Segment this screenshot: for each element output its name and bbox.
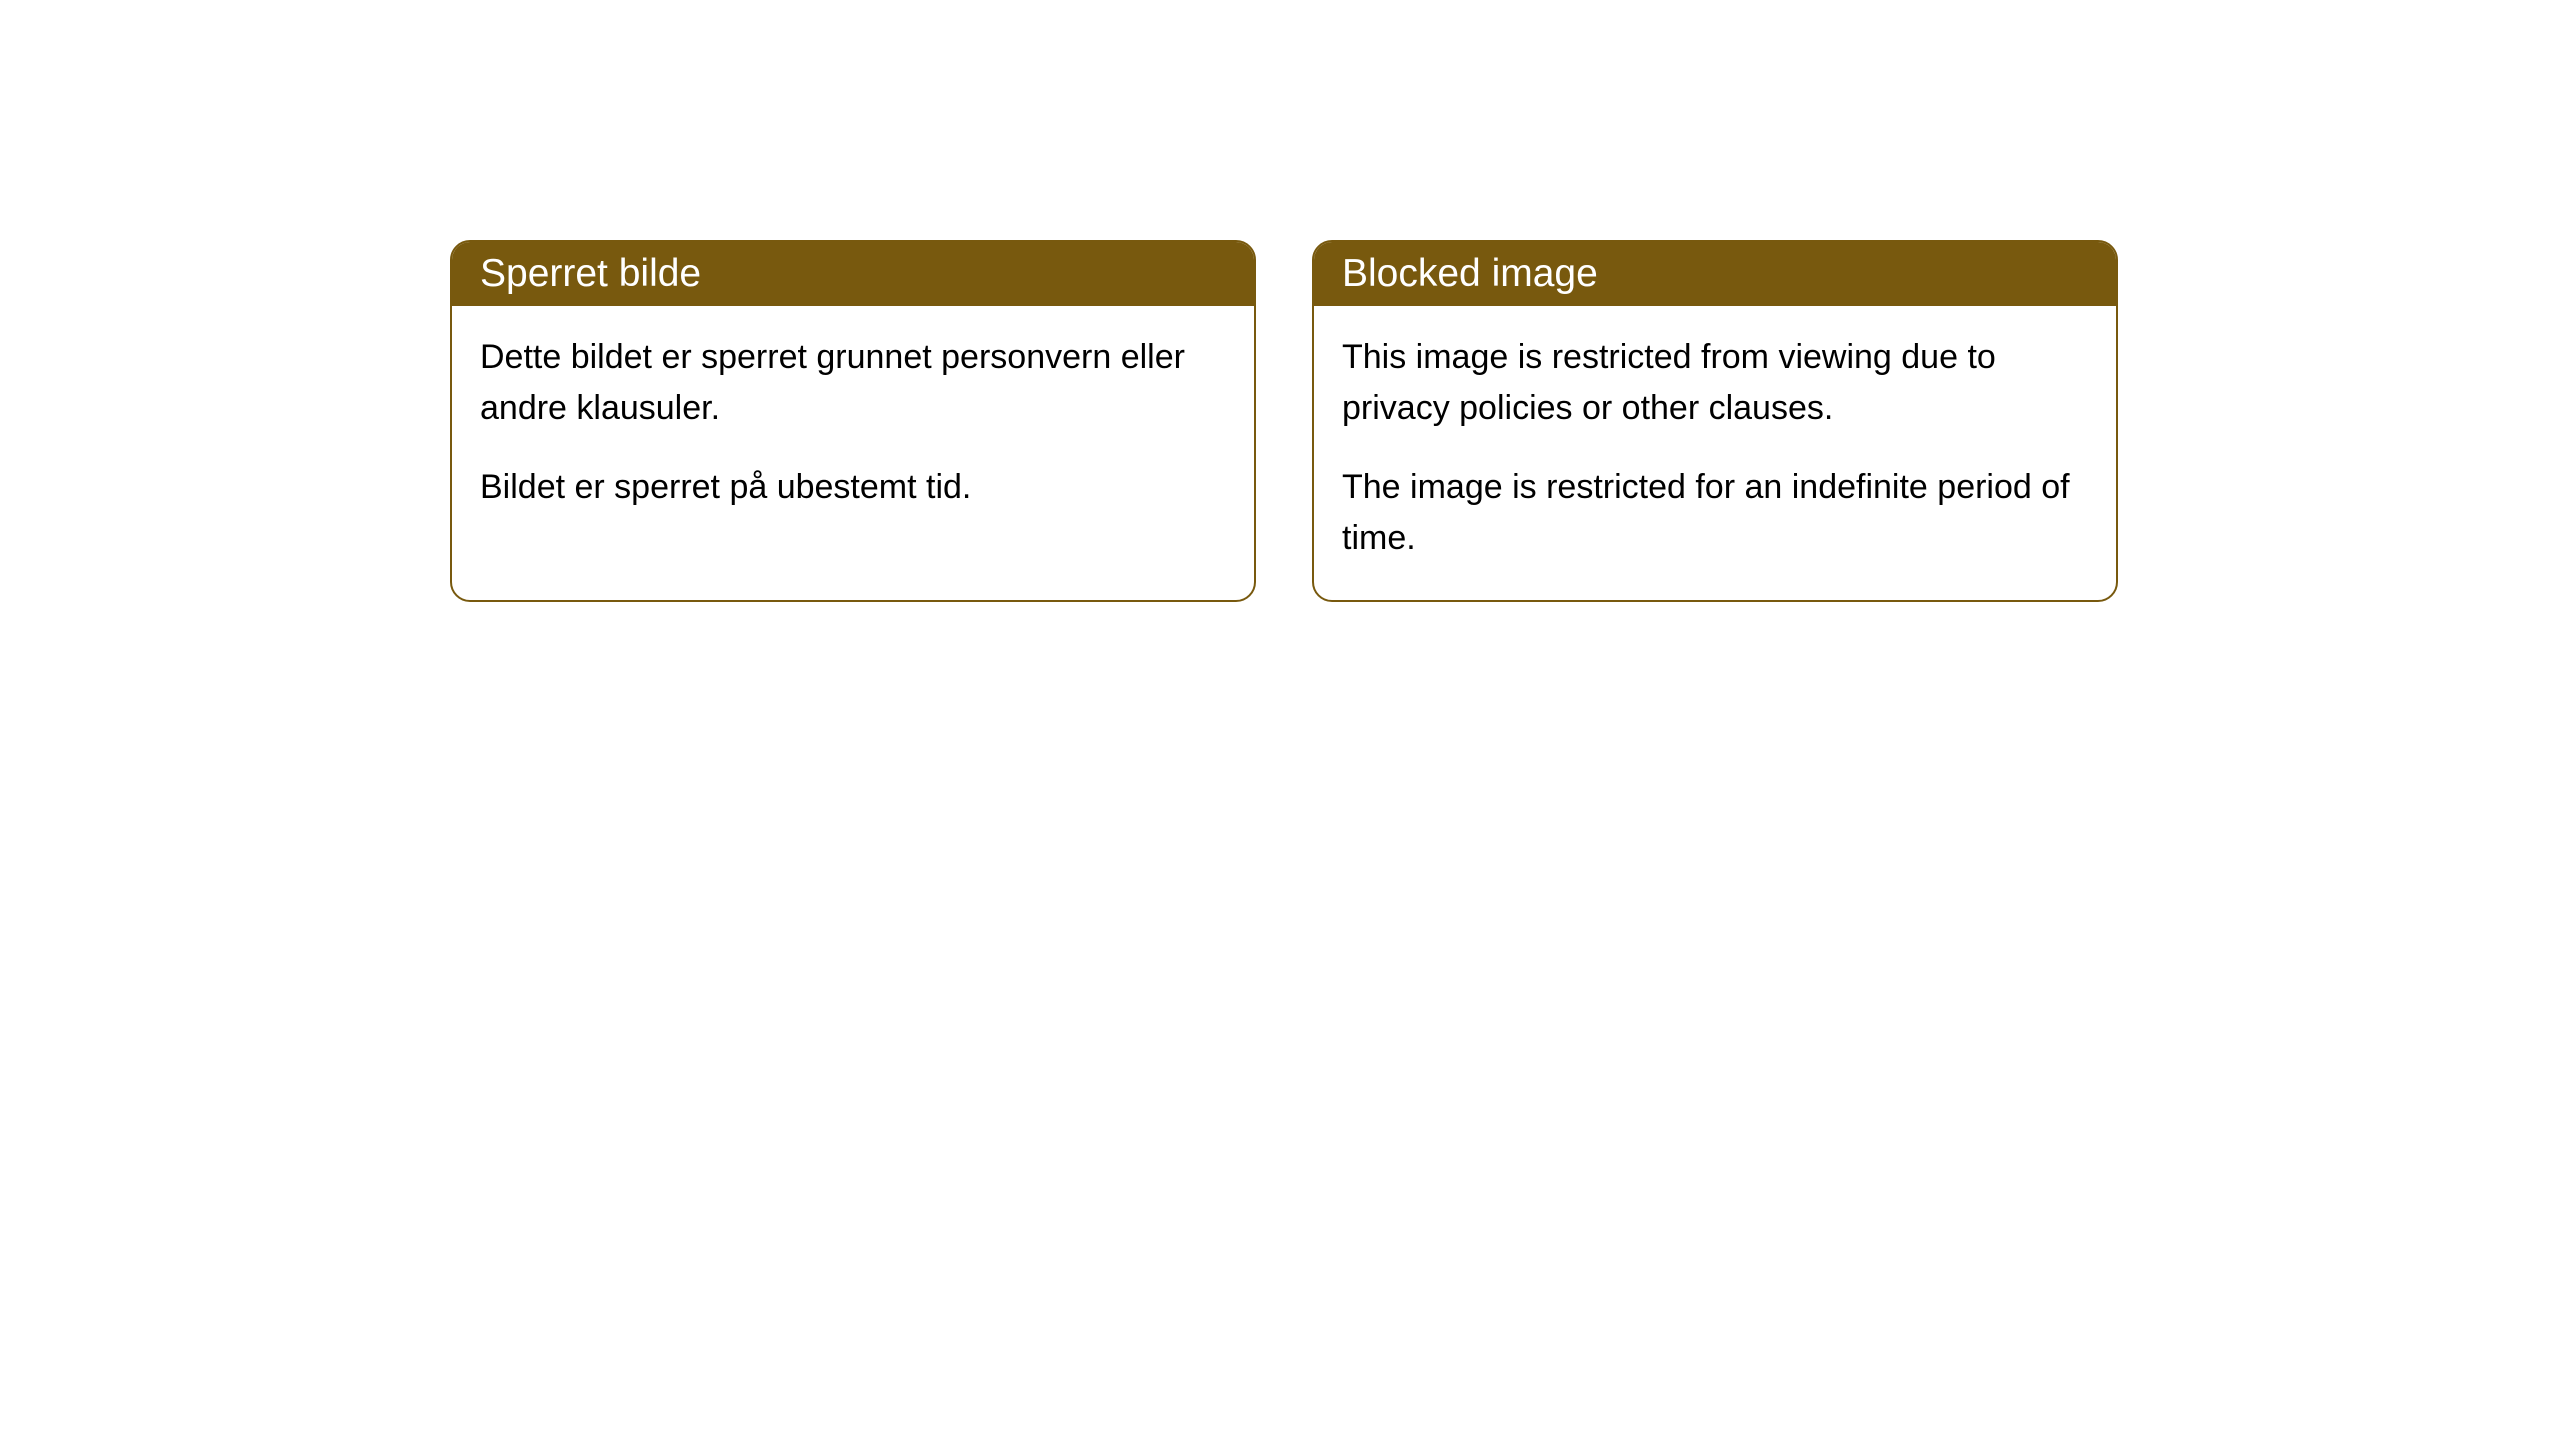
- card-paragraph: Dette bildet er sperret grunnet personve…: [480, 332, 1226, 434]
- notice-card-norwegian: Sperret bilde Dette bildet er sperret gr…: [450, 240, 1256, 602]
- card-paragraph: The image is restricted for an indefinit…: [1342, 462, 2088, 564]
- card-paragraph: This image is restricted from viewing du…: [1342, 332, 2088, 434]
- card-body: This image is restricted from viewing du…: [1314, 306, 2116, 600]
- card-title: Blocked image: [1342, 252, 1598, 295]
- card-header: Blocked image: [1314, 242, 2116, 306]
- card-header: Sperret bilde: [452, 242, 1254, 306]
- notice-cards-container: Sperret bilde Dette bildet er sperret gr…: [450, 240, 2118, 602]
- notice-card-english: Blocked image This image is restricted f…: [1312, 240, 2118, 602]
- card-title: Sperret bilde: [480, 252, 701, 295]
- card-body: Dette bildet er sperret grunnet personve…: [452, 306, 1254, 549]
- card-paragraph: Bildet er sperret på ubestemt tid.: [480, 462, 1226, 513]
